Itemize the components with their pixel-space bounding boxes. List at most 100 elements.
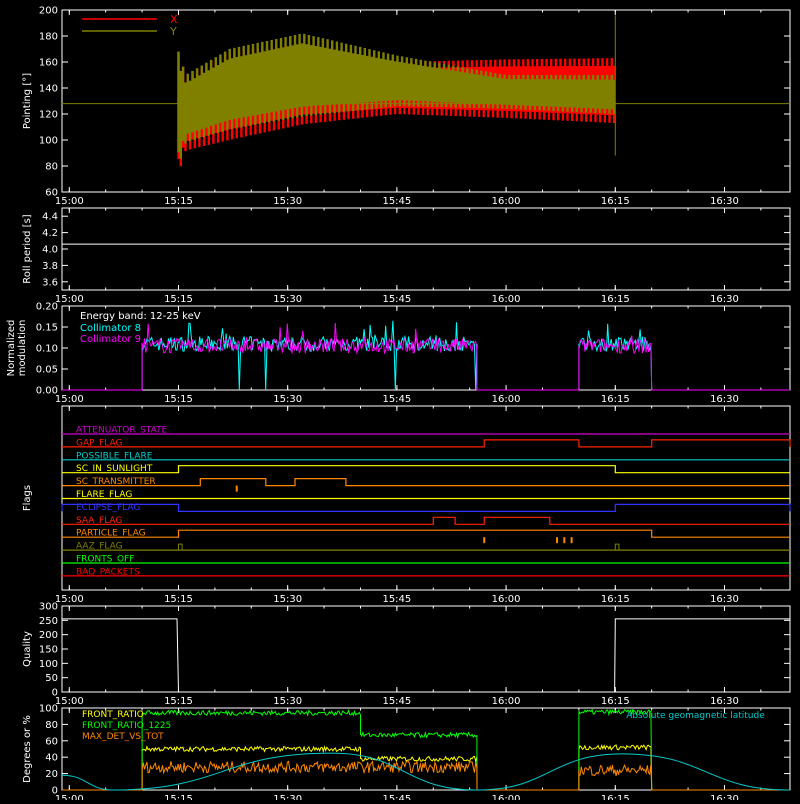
modulation-xtick-label: 15:45 bbox=[382, 394, 411, 405]
modulation-series-collimator-9 bbox=[62, 322, 790, 391]
ratios-series-front-ratio bbox=[62, 744, 790, 791]
flag-label: POSSIBLE_FLARE bbox=[76, 451, 153, 461]
pointing-ytick-label: 60 bbox=[45, 188, 58, 199]
roll-period-ytick-label: 3.6 bbox=[42, 277, 58, 288]
roll-period-ytick-label: 4.2 bbox=[42, 228, 58, 239]
pointing-legend-label: X bbox=[170, 13, 178, 26]
ratios-ytick-label: 40 bbox=[45, 753, 58, 764]
quality-xtick-label: 16:30 bbox=[710, 696, 739, 707]
roll-period-ytick-label: 3.8 bbox=[42, 261, 58, 272]
modulation-ylabel: Normalized bbox=[6, 320, 17, 377]
roll-period-xtick-label: 15:00 bbox=[55, 294, 84, 305]
flag-trace bbox=[61, 503, 791, 512]
roll-period-frame bbox=[61, 207, 791, 291]
quality-panel: 15:00 15:15 15:30 15:45 16:00 16:15 16:30 0 50 10… bbox=[22, 602, 791, 707]
flag-label: SC_TRANSMITTER bbox=[76, 477, 156, 487]
quality-xtick-label: 16:15 bbox=[601, 696, 630, 707]
flags-xtick-label: 15:00 bbox=[55, 594, 84, 605]
roll-period-xtick-label: 15:15 bbox=[164, 294, 193, 305]
ratios-xtick-label: 15:15 bbox=[164, 794, 193, 800]
modulation-legend-label: Collimator 8 bbox=[80, 323, 141, 334]
ratios-panel: 15:00 15:15 15:30 15:45 16:00 16:15 16:30 0 20 40… bbox=[22, 704, 791, 804]
flag-label: SC_IN_SUNLIGHT bbox=[76, 464, 153, 474]
pointing-xtick-label: 16:30 bbox=[710, 196, 739, 207]
ratios-series-front-ratio-1225 bbox=[62, 708, 790, 791]
ratios-ytick-label: 20 bbox=[45, 769, 58, 780]
pointing-legend-label: Y bbox=[169, 25, 177, 38]
ratios-ytick-label: 80 bbox=[45, 720, 58, 731]
quality-ytick-label: 0 bbox=[52, 688, 58, 699]
flag-label: PARTICLE_FLAG bbox=[76, 529, 146, 539]
quality-ytick-label: 50 bbox=[45, 673, 58, 684]
flags-xtick-label: 15:30 bbox=[273, 594, 302, 605]
roll-period-ytick-label: 4.0 bbox=[42, 245, 58, 256]
pointing-ytick-label: 200 bbox=[39, 6, 58, 17]
quality-ylabel: Quality bbox=[22, 631, 33, 667]
modulation-xtick-label: 15:15 bbox=[164, 394, 193, 405]
pointing-ytick-label: 80 bbox=[45, 162, 58, 173]
modulation-series-collimator-8 bbox=[62, 320, 790, 391]
ratios-series-max-det-vs-tot bbox=[62, 759, 790, 791]
modulation-ytick-label: 0.10 bbox=[36, 344, 58, 355]
ratios-legend-label: MAX_DET_VS_TOT bbox=[82, 732, 164, 742]
pointing-xtick-label: 16:15 bbox=[601, 196, 630, 207]
roll-period-xtick-label: 16:00 bbox=[492, 294, 521, 305]
pointing-ytick-label: 140 bbox=[39, 84, 58, 95]
modulation-xtick-label: 16:15 bbox=[601, 394, 630, 405]
modulation-energy-band: Energy band: 12-25 keV bbox=[80, 311, 201, 322]
flag-label: ATTENUATOR_STATE bbox=[76, 426, 168, 436]
flag-label: AAZ_FLAG bbox=[76, 542, 123, 552]
ratios-ytick-label: 0 bbox=[52, 786, 58, 797]
quality-xtick-label: 15:00 bbox=[55, 696, 84, 707]
ratios-xtick-label: 16:15 bbox=[601, 794, 630, 800]
modulation-legend-label: Collimator 9 bbox=[80, 334, 141, 345]
ratios-legend-label: FRONT_RATIO bbox=[82, 710, 144, 720]
quality-xtick-label: 15:15 bbox=[164, 696, 193, 707]
ratios-series-absolute-geomagnetic-latitude bbox=[61, 752, 791, 791]
roll-period-ylabel: Roll period [s] bbox=[22, 214, 33, 283]
ratios-xtick-label: 16:30 bbox=[710, 794, 739, 800]
quality-line bbox=[62, 618, 790, 693]
roll-period-ytick-label: 4.4 bbox=[42, 212, 58, 223]
quality-xtick-label: 15:30 bbox=[273, 696, 302, 707]
pointing-ytick-label: 100 bbox=[39, 136, 58, 147]
modulation-xtick-label: 16:30 bbox=[710, 394, 739, 405]
flag-label: SAA_FLAG bbox=[76, 516, 122, 526]
quality-xtick-label: 16:00 bbox=[492, 696, 521, 707]
pointing-ytick-label: 160 bbox=[39, 58, 58, 69]
quality-xtick-label: 15:45 bbox=[382, 696, 411, 707]
roll-period-xtick-label: 15:30 bbox=[273, 294, 302, 305]
flags-ylabel: Flags bbox=[22, 485, 33, 511]
pointing-xtick-label: 15:45 bbox=[382, 196, 411, 207]
ratios-xtick-label: 15:30 bbox=[273, 794, 302, 800]
pointing-xtick-label: 16:00 bbox=[492, 196, 521, 207]
roll-period-panel: 15:00 15:15 15:30 15:45 16:00 16:15 16:30 3.6 3.… bbox=[22, 207, 791, 305]
modulation-xtick-label: 16:00 bbox=[492, 394, 521, 405]
flag-label: GAP_FLAG bbox=[76, 438, 122, 448]
flags-xtick-label: 15:15 bbox=[164, 594, 193, 605]
ratios-legend-label: FRONT_RATIO_1225 bbox=[82, 721, 171, 731]
modulation-ytick-label: 0.20 bbox=[36, 302, 58, 313]
ratios-ytick-label: 60 bbox=[45, 736, 58, 747]
pointing-ytick-label: 180 bbox=[39, 32, 58, 43]
ratios-frame bbox=[61, 707, 791, 791]
ratios-xtick-label: 15:00 bbox=[55, 794, 84, 800]
modulation-ytick-label: 0.00 bbox=[36, 386, 58, 397]
pointing-panel: 15:00 15:15 15:30 15:45 16:00 16:15 16:30 60 80 1… bbox=[22, 6, 791, 207]
quality-ytick-label: 250 bbox=[39, 616, 58, 627]
pointing-frame bbox=[61, 9, 791, 193]
quality-ytick-label: 150 bbox=[39, 645, 58, 656]
flag-label: BAD_PACKETS bbox=[76, 567, 140, 577]
modulation-ytick-label: 0.05 bbox=[36, 365, 58, 376]
modulation-panel: 15:00 15:15 15:30 15:45 16:00 16:15 16:30 0.00 0… bbox=[6, 302, 791, 405]
pointing-ytick-label: 120 bbox=[39, 110, 58, 121]
pointing-ylabel: Pointing [°] bbox=[22, 73, 33, 129]
modulation-xtick-label: 15:00 bbox=[55, 394, 84, 405]
pointing-xtick-label: 15:00 bbox=[55, 196, 84, 207]
quality-ytick-label: 200 bbox=[39, 630, 58, 641]
flag-trace bbox=[62, 439, 791, 448]
flag-trace bbox=[62, 516, 790, 525]
ratios-ytick-label: 100 bbox=[39, 704, 58, 715]
